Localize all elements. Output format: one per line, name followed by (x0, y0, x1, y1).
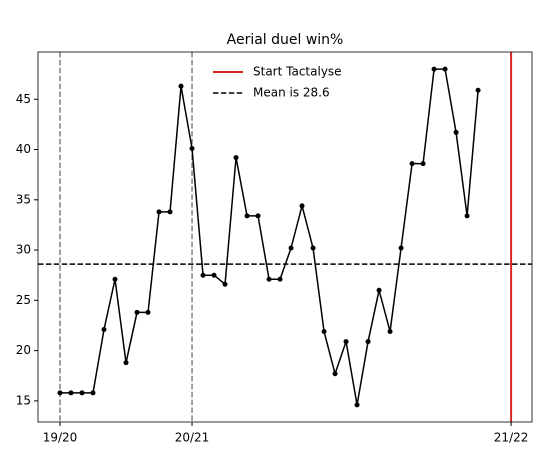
point (167, 209, 173, 215)
point (57, 390, 63, 396)
point (431, 66, 437, 72)
point (145, 309, 151, 315)
point (277, 276, 283, 282)
point (365, 339, 371, 345)
point (233, 155, 239, 161)
chart-title: Aerial duel win% (227, 32, 344, 48)
plot-frame (37, 51, 533, 423)
y-tick-label: 30 (16, 243, 31, 257)
point (321, 329, 327, 335)
point (354, 402, 360, 408)
point (299, 203, 305, 209)
point (255, 213, 261, 219)
point (79, 390, 85, 396)
point (464, 213, 470, 219)
point (420, 161, 426, 167)
point (90, 390, 96, 396)
y-tick-label: 25 (16, 293, 31, 307)
point (398, 245, 404, 251)
point (376, 287, 382, 293)
point (409, 161, 415, 167)
point (101, 327, 107, 332)
point (442, 66, 448, 72)
point (475, 87, 481, 93)
point (453, 129, 459, 135)
point (189, 146, 195, 152)
point (178, 83, 184, 89)
point (288, 245, 294, 251)
point (68, 390, 74, 396)
y-tick-label: 35 (16, 192, 31, 206)
point (310, 245, 316, 251)
point (211, 272, 217, 278)
x-tick-label: 21/22 (494, 431, 529, 445)
point (244, 213, 250, 219)
point (343, 339, 349, 345)
x-tick-label: 19/20 (43, 431, 78, 445)
point (266, 276, 272, 282)
point (156, 209, 162, 215)
y-tick-label: 15 (16, 393, 31, 407)
series-line (60, 68, 479, 406)
legend-label: Mean is 28.6 (253, 86, 330, 100)
y-tick-label: 20 (16, 343, 31, 357)
point (387, 329, 393, 335)
legend-label: Start Tactalyse (253, 65, 342, 79)
point (200, 272, 206, 278)
point (332, 371, 338, 377)
point (134, 309, 140, 315)
y-tick-label: 40 (16, 142, 31, 156)
point (123, 360, 129, 366)
point (222, 281, 228, 287)
point (112, 276, 118, 282)
x-tick-label: 20/21 (175, 431, 210, 445)
y-tick-label: 45 (16, 92, 31, 106)
